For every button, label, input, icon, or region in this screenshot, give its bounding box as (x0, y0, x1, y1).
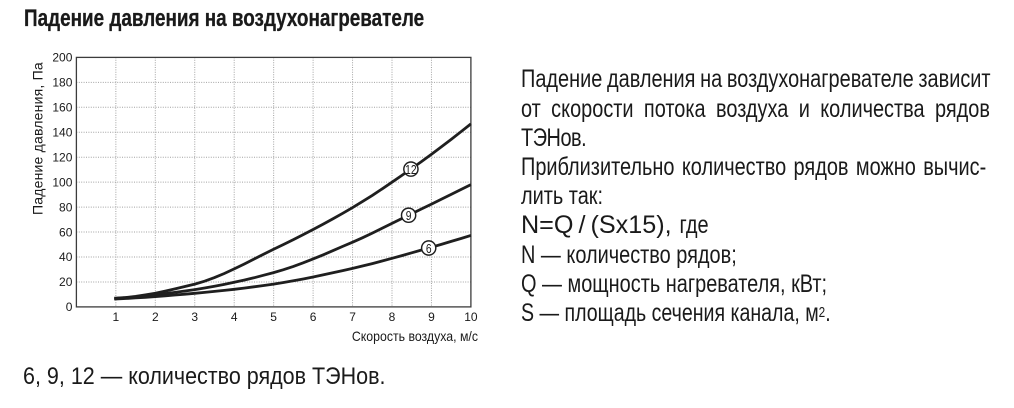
svg-text:100: 100 (52, 175, 72, 189)
svg-text:6: 6 (310, 310, 317, 324)
svg-text:9: 9 (428, 310, 435, 324)
svg-text:8: 8 (389, 310, 396, 324)
svg-text:200: 200 (52, 51, 72, 65)
svg-text:0: 0 (66, 300, 73, 314)
svg-text:12: 12 (405, 162, 416, 178)
svg-text:140: 140 (52, 125, 72, 139)
svg-text:9: 9 (406, 208, 412, 224)
svg-text:40: 40 (59, 250, 73, 264)
svg-text:7: 7 (349, 310, 356, 324)
svg-text:120: 120 (52, 150, 72, 164)
svg-text:Скорость воздуха, м/с: Скорость воздуха, м/с (352, 328, 478, 344)
svg-text:10: 10 (464, 310, 478, 324)
svg-text:2: 2 (152, 310, 159, 324)
svg-text:20: 20 (59, 275, 73, 289)
svg-text:Падение давления, Па: Падение давления, Па (30, 62, 46, 215)
svg-text:60: 60 (59, 225, 73, 239)
svg-text:1: 1 (113, 310, 120, 324)
svg-text:4: 4 (231, 310, 238, 324)
svg-text:3: 3 (191, 310, 198, 324)
svg-text:80: 80 (59, 200, 73, 214)
svg-text:5: 5 (270, 310, 277, 324)
svg-text:180: 180 (52, 76, 72, 90)
svg-text:6: 6 (426, 241, 432, 257)
svg-text:160: 160 (52, 101, 72, 115)
